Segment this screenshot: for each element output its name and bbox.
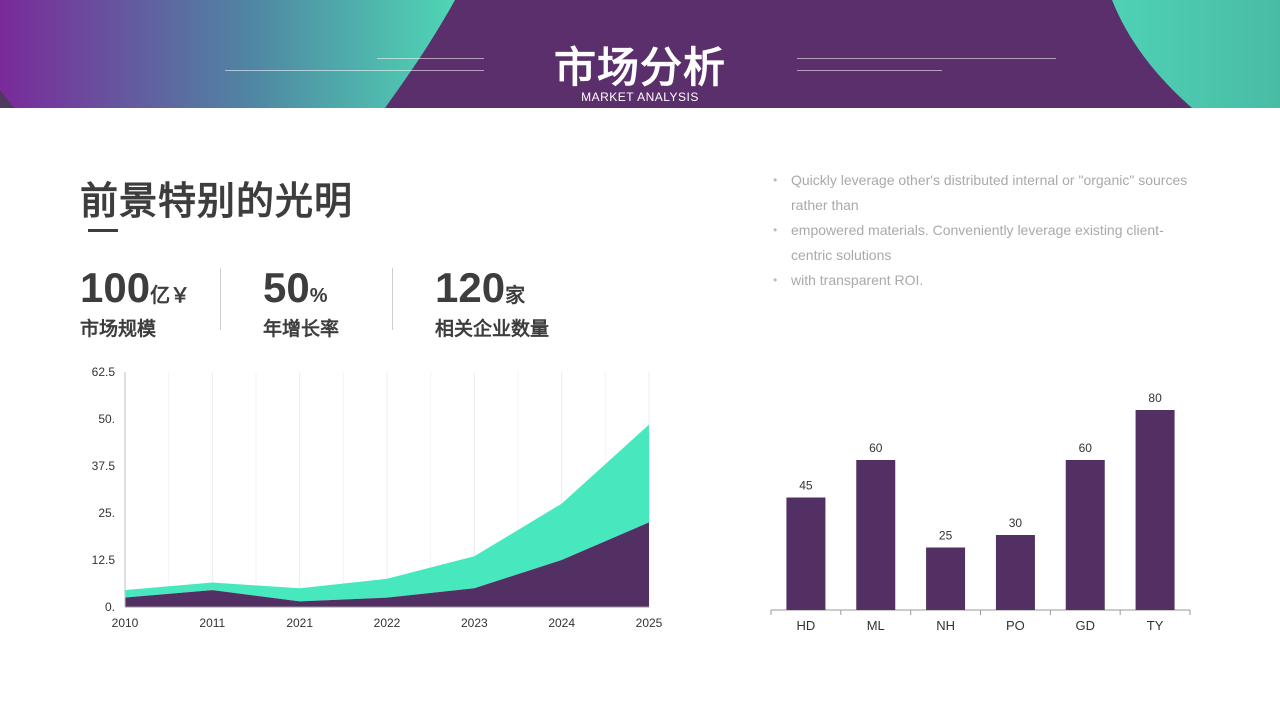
area-chart-x-tick-label: 2024 [548,616,575,630]
bar-category-label: HD [797,618,816,633]
bar-category-label: GD [1076,618,1096,633]
stat-growth-rate: 50% 年增长率 [263,262,339,341]
area-chart-x-tick-label: 2021 [286,616,313,630]
area-chart-y-tick-label: 0. [105,600,115,614]
stat-value: 100 [80,264,151,311]
stat-value: 120 [435,264,506,311]
area-chart-y-tick-label: 12.5 [92,553,116,567]
area-chart-x-tick-label: 2022 [374,616,401,630]
bar-category-label: PO [1006,618,1025,633]
stat-label: 市场规模 [80,319,157,340]
bullet-list: Quickly leverage other's distributed int… [773,168,1193,293]
header-line-right-upper [797,58,1056,59]
area-chart-x-tick-label: 2023 [461,616,488,630]
area-chart-x-tick-label: 2011 [199,616,225,630]
bullet-item: with transparent ROI. [773,268,1193,293]
area-series-teal [125,424,649,602]
bar-ty [1135,410,1175,610]
stat-company-count: 120家 相关企业数量 [435,262,549,341]
stat-label: 相关企业数量 [435,319,550,340]
stat-unit: 家 [505,285,526,307]
page-subtitle: MARKET ANALYSIS [581,90,699,104]
area-chart-y-tick-label: 50. [98,412,115,426]
stat-value: 50 [263,264,310,311]
bar-data-label: 25 [939,529,953,543]
headline: 前景特别的光明 [80,181,354,223]
bar-chart: 45 HD 60 ML 25 NH 30 PO 60 GD 80 TY [770,391,1191,633]
bar-data-label: 45 [799,479,813,493]
stat-unit: 亿￥ [150,285,191,307]
bullet-item: empowered materials. Conveniently levera… [773,218,1193,268]
bar-category-label: TY [1147,618,1164,633]
bar-gd [1065,460,1105,610]
bar-hd [786,497,826,610]
bar-category-label: NH [936,618,955,633]
area-chart-x-tick-label: 2025 [636,616,663,630]
area-series-purple [125,522,649,607]
header-line-left-lower [225,70,484,71]
header-decoration [0,0,1280,108]
stat-divider [220,268,221,330]
bar-category-label: ML [867,618,885,633]
header-banner: 市场分析 MARKET ANALYSIS [0,0,1280,108]
bar-nh [926,547,966,610]
bar-ml [856,460,896,610]
bar-data-label: 80 [1148,391,1162,405]
bar-data-label: 60 [1079,441,1093,455]
header-line-right-lower [797,70,942,71]
bar-data-label: 30 [1009,516,1023,530]
area-chart-x-tick-label: 2010 [112,616,139,630]
bullet-item: Quickly leverage other's distributed int… [773,168,1193,218]
stat-unit: % [309,285,328,307]
area-chart-y-tick-label: 37.5 [92,459,116,473]
page-title: 市场分析 [553,44,726,91]
area-chart: 0. 12.5 25. 37.5 50. 62.5 2010 2011 2021 2022 2023… [92,365,663,630]
area-chart-y-tick-label: 25. [98,506,115,520]
stat-market-size: 100亿￥ 市场规模 [80,262,190,341]
stat-label: 年增长率 [263,319,340,340]
area-chart-y-tick-label: 62.5 [92,365,116,379]
headline-underline [88,229,118,232]
stat-divider [392,268,393,330]
bar-data-label: 60 [869,441,883,455]
bar-po [995,535,1035,610]
header-line-left-upper [377,58,484,59]
